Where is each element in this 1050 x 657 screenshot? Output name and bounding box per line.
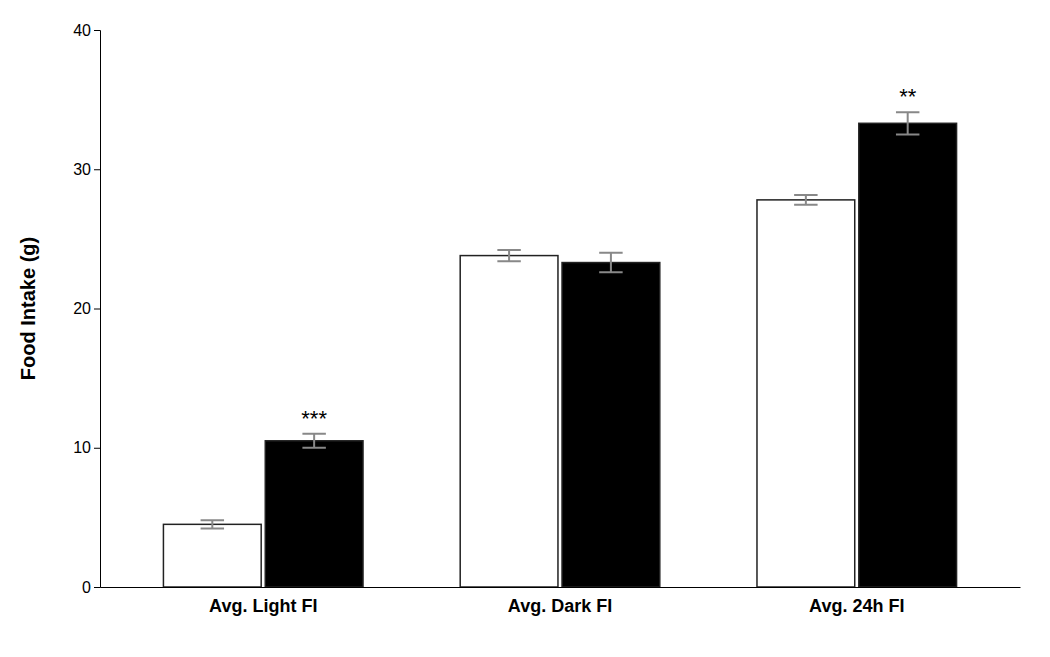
bar [265,441,363,587]
series [265,112,956,587]
tick: Avg. Dark FI [508,587,612,616]
tick-label: Avg. Dark FI [508,596,612,616]
tick: Avg. Light FI [209,587,317,616]
tick-mark [94,309,100,310]
bar [562,263,660,587]
chart-container: 0 10 20 30 40 Avg. Light FI Avg. Dark FI Avg. 2… [0,0,1050,657]
annotation: *** [301,406,327,431]
tick: 20 [73,300,100,317]
bar [859,123,957,587]
marks [163,112,956,587]
chart: 0 10 20 30 40 Avg. Light FI Avg. Dark FI Avg. 2… [0,0,1050,657]
tick-label: 40 [73,22,91,39]
tick: Avg. 24h FI [809,587,904,616]
tick-mark [94,30,100,31]
annotation: ** [899,84,917,109]
tick-mark [94,448,100,449]
y-axis-title: Food Intake (g) [17,237,39,380]
tick: 40 [73,22,100,39]
bar [460,256,558,587]
tick-mark [94,587,100,588]
tick-mark [94,169,100,170]
tick-label: 10 [73,439,91,456]
tick: 0 [82,579,100,596]
tick: 30 [73,161,100,178]
axis-line [101,587,1021,588]
error-bar [794,195,817,205]
series [163,195,854,587]
tick-label: Avg. 24h FI [809,596,904,616]
error-bar [599,253,622,272]
axis-line [94,31,101,588]
x-axis: Avg. Light FI Avg. Dark FI Avg. 24h FI [101,587,1021,616]
error-bar [302,434,325,448]
error-bar [896,112,919,134]
tick-label: Avg. Light FI [209,596,317,616]
bar [163,524,261,587]
tick: 10 [73,439,100,456]
bar [757,200,855,587]
plot: 0 10 20 30 40 Avg. Light FI Avg. Dark FI Avg. 2… [73,22,1020,616]
tick-label: 20 [73,300,91,317]
tick-label: 30 [73,161,91,178]
error-bar [497,250,520,261]
annotations: ***** [301,84,916,431]
tick-label: 0 [82,579,91,596]
y-axis: 0 10 20 30 40 [73,22,100,596]
error-bar [201,520,224,528]
